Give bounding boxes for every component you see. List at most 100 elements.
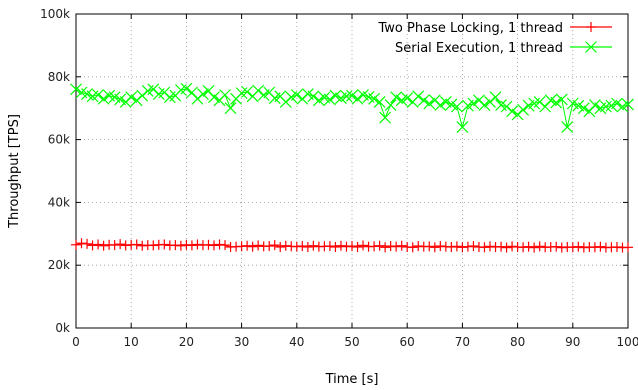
data-point — [351, 92, 364, 105]
data-point — [611, 241, 622, 252]
data-point — [456, 121, 469, 133]
legend-sample-two-phase-locking — [570, 22, 612, 32]
data-point — [352, 241, 363, 252]
legend: Two Phase Locking, 1 thread Serial Execu… — [378, 21, 612, 56]
data-point — [423, 97, 436, 110]
data-point — [98, 240, 109, 251]
data-point — [599, 100, 612, 113]
data-point — [87, 240, 98, 251]
x-tick-label: 60 — [400, 335, 415, 349]
data-point — [489, 91, 502, 104]
data-point — [429, 242, 440, 253]
data-point — [401, 92, 414, 105]
x-tick-label: 30 — [234, 335, 249, 349]
data-point — [385, 241, 396, 252]
data-point — [534, 241, 545, 252]
data-point — [224, 102, 237, 115]
data-point — [588, 99, 601, 111]
data-point — [413, 241, 424, 252]
data-point — [181, 239, 192, 250]
grid-lines — [76, 14, 628, 328]
data-point — [450, 100, 463, 113]
data-point — [280, 240, 291, 251]
series-two-phase-locking — [71, 238, 633, 253]
legend-marker — [585, 41, 597, 53]
data-point — [567, 242, 578, 253]
data-point — [507, 241, 518, 252]
data-point — [373, 95, 386, 108]
data-point — [407, 242, 418, 253]
data-point — [396, 240, 407, 251]
data-point — [496, 241, 507, 252]
data-point — [347, 241, 357, 252]
data-point — [241, 85, 254, 98]
data-point — [291, 241, 302, 252]
data-point — [175, 240, 186, 251]
x-tick-label: 40 — [289, 335, 304, 349]
data-point — [335, 240, 346, 251]
data-point — [137, 240, 148, 251]
data-point — [462, 241, 473, 252]
data-point — [417, 94, 430, 107]
data-point — [290, 89, 303, 101]
data-point — [457, 242, 468, 253]
legend-label-serial-execution: Serial Execution, 1 thread — [395, 41, 563, 56]
data-point — [208, 91, 220, 104]
series-serial-execution — [70, 82, 634, 133]
data-point — [529, 242, 540, 253]
x-tick-label: 10 — [124, 335, 139, 349]
data-point — [148, 240, 159, 251]
data-point — [358, 240, 369, 251]
data-point — [197, 88, 209, 100]
legend-label-two-phase-locking: Two Phase Locking, 1 thread — [378, 21, 563, 36]
data-point — [324, 241, 335, 252]
data-point — [120, 240, 131, 251]
x-tick-label: 100 — [617, 335, 638, 349]
data-point — [340, 90, 353, 103]
data-point — [264, 241, 275, 252]
data-point — [82, 238, 93, 249]
x-tick-label: 0 — [72, 335, 80, 349]
data-point — [97, 92, 110, 105]
data-point — [518, 242, 529, 253]
y-tick-label: 60k — [48, 133, 70, 147]
data-point — [446, 241, 457, 252]
data-point — [302, 241, 313, 252]
y-tick-label: 20k — [48, 258, 70, 272]
x-tick-label: 20 — [179, 335, 194, 349]
x-tick-label: 50 — [344, 335, 359, 349]
data-point — [412, 90, 425, 103]
data-point — [556, 242, 567, 253]
data-point — [209, 240, 219, 251]
x-tick-label: 80 — [510, 335, 525, 349]
data-point — [434, 99, 447, 111]
data-point — [517, 103, 530, 116]
data-point — [180, 82, 193, 95]
data-point — [468, 241, 479, 252]
x-axis-title: Time [s] — [325, 372, 379, 387]
data-point — [523, 241, 534, 252]
data-point — [308, 240, 319, 251]
data-point — [595, 241, 606, 252]
data-point — [93, 239, 104, 250]
y-tick-label: 100k — [40, 7, 70, 21]
data-point — [220, 240, 231, 251]
data-point — [186, 240, 197, 251]
y-tick-label: 0k — [55, 321, 70, 335]
data-point — [159, 239, 170, 250]
data-point — [611, 97, 623, 110]
data-point — [307, 90, 320, 103]
data-point — [71, 239, 81, 250]
legend-marker — [586, 22, 596, 32]
data-point — [236, 241, 247, 252]
data-point — [555, 93, 568, 106]
data-point — [384, 99, 397, 111]
data-point — [275, 241, 286, 252]
legend-sample-serial-execution — [570, 41, 612, 53]
data-point — [467, 97, 480, 110]
data-point — [561, 121, 574, 133]
y-tick-label: 40k — [48, 195, 70, 209]
y-tick-label: 80k — [48, 70, 70, 84]
data-point — [369, 241, 380, 252]
data-point — [312, 94, 325, 107]
